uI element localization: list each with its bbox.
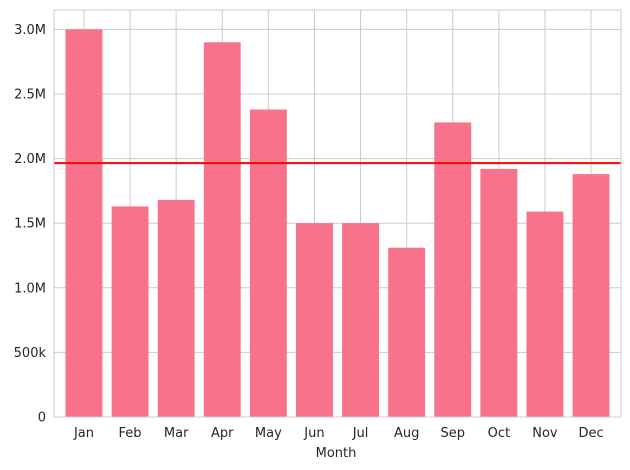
bar-jun [296, 223, 333, 417]
bar-dec [572, 174, 610, 417]
y-tick-label: 3.0M [14, 23, 46, 38]
y-tick-label: 1.5M [14, 217, 46, 232]
x-tick-label: Mar [164, 426, 189, 441]
y-tick-label: 2.0M [14, 152, 46, 167]
bar-jan [65, 29, 103, 418]
bar-layer [65, 29, 610, 418]
x-tick-label: Jan [73, 426, 94, 441]
bar-apr [203, 42, 241, 418]
plot-border [53, 9, 622, 418]
y-axis-ticks: 0 500k 1.0M 1.5M 2.0M 2.5M 3.0M [14, 23, 47, 426]
bar-aug [388, 247, 426, 417]
x-axis-label: Month [316, 446, 357, 461]
x-tick-label: Dec [578, 426, 603, 441]
bar-sep [434, 122, 472, 418]
y-tick-label: 0 [38, 411, 46, 426]
y-tick-label: 2.5M [14, 87, 46, 102]
x-tick-label: Aug [394, 426, 419, 441]
x-tick-label: Jun [303, 426, 324, 441]
x-tick-label: Jul [352, 426, 369, 441]
plot-frame [53, 9, 622, 418]
bar-nov [526, 211, 564, 417]
y-tick-label: 500k [14, 346, 47, 361]
x-tick-label: Sep [440, 426, 465, 441]
x-tick-label: May [255, 426, 282, 441]
y-tick-label: 1.0M [14, 281, 46, 296]
x-tick-label: Oct [488, 426, 510, 441]
x-axis-ticks: Jan Feb Mar Apr May Jun Jul Aug Sep Oct Nov Dec [73, 426, 604, 441]
bar-mar [157, 199, 195, 417]
x-tick-label: Apr [211, 426, 234, 441]
bar-jul [342, 223, 379, 417]
bar-feb [111, 206, 149, 417]
bar-oct [480, 168, 518, 417]
x-tick-label: Feb [119, 426, 142, 441]
x-tick-label: Nov [532, 426, 558, 441]
bar-may [249, 109, 287, 417]
